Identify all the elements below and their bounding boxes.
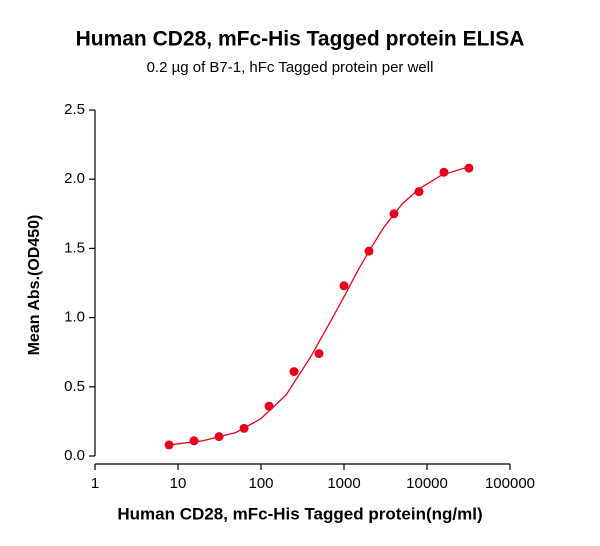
chart-subtitle: 0.2 µg of B7-1, hFc Tagged protein per w… [147,59,434,76]
data-point [189,436,199,446]
x-tick-label: 1000 [327,475,360,492]
data-point [289,367,299,377]
x-tick-label: 10000 [406,475,448,492]
data-point [264,401,274,411]
x-tick-label: 10 [170,475,187,492]
y-tick-label: 2.5 [64,101,85,118]
x-tick-label: 1 [91,475,99,492]
data-point [464,163,474,173]
x-axis-label: Human CD28, mFc-His Tagged protein(ng/ml… [117,504,482,523]
fit-curve [168,166,470,446]
y-tick-label: 1.5 [64,239,85,256]
y-tick-label: 0.5 [64,378,85,395]
y-tick-label: 1.0 [64,309,85,326]
y-tick-label: 0.0 [64,447,85,464]
x-tick-label: 100 [248,475,273,492]
y-axis-label: Mean Abs.(OD450) [26,215,43,356]
data-point [339,281,349,291]
y-tick-label: 2.0 [64,170,85,187]
chart-title: Human CD28, mFc-His Tagged protein ELISA [76,28,525,51]
data-point [314,349,324,359]
data-point [414,187,424,197]
x-tick-label: 100000 [485,475,535,492]
